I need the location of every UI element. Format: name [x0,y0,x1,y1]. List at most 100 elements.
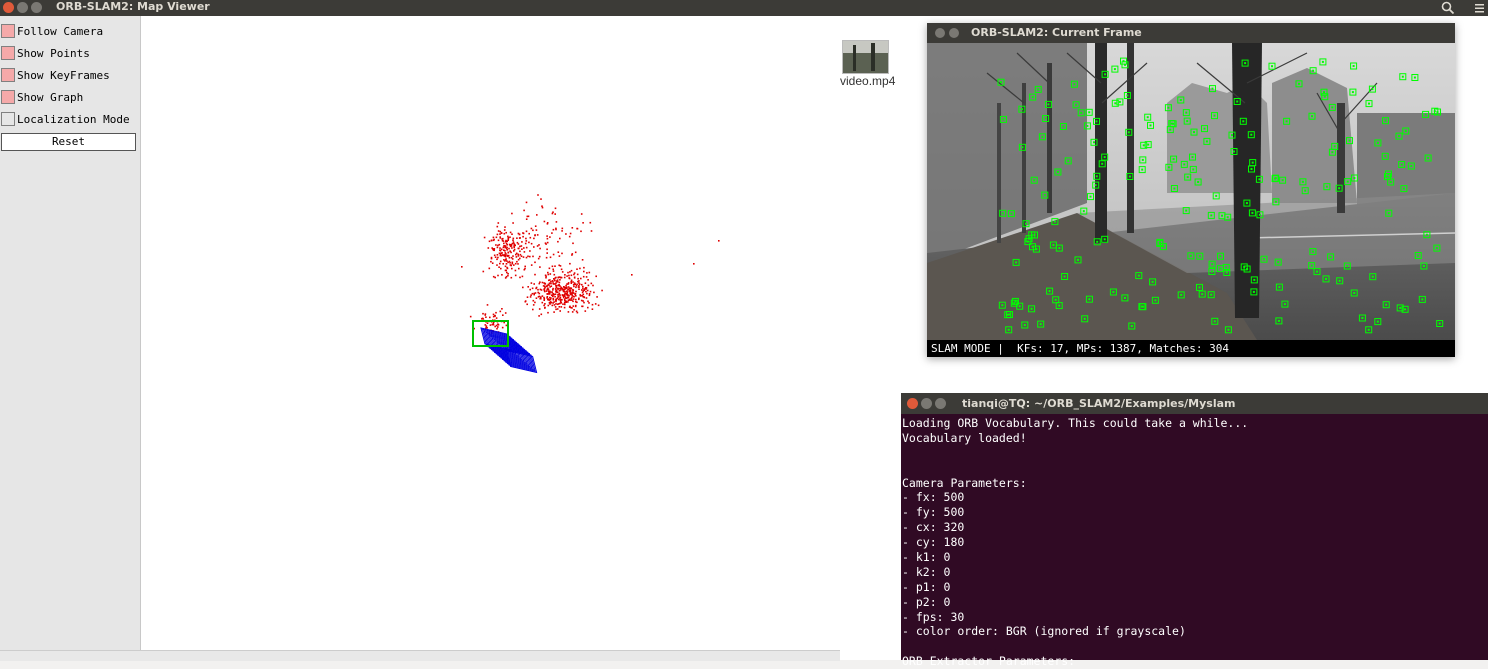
close-icon[interactable] [907,398,918,409]
map-point [548,291,550,293]
feature-point [1147,143,1150,146]
map-point [538,282,541,285]
map-point [531,287,534,290]
show-keyframes-toggle[interactable]: Show KeyFrames [1,66,110,84]
map-point [550,301,553,304]
feature-point [1101,162,1104,165]
follow-camera-checkbox[interactable] [1,24,15,38]
minimize-icon[interactable] [949,28,959,38]
map-point [556,279,559,281]
feature-point [1172,122,1175,125]
feature-marker [999,115,1007,123]
feature-point [1421,298,1424,301]
map-point [504,240,507,243]
map-3d-view[interactable] [141,16,840,650]
feature-point [1172,158,1175,161]
feature-marker [1144,141,1152,149]
feature-marker [1111,99,1119,107]
map-point [526,296,529,298]
maximize-icon[interactable] [935,398,946,409]
map-viewer-sidebar: Follow Camera Show Points Show KeyFrames… [0,16,141,650]
feature-marker [1308,112,1316,120]
map-point [588,294,591,297]
map-point [555,286,558,289]
show-graph-toggle[interactable]: Show Graph [1,88,83,106]
map-point [564,292,567,295]
feature-point [1245,202,1248,205]
map-point [550,282,552,285]
reset-button[interactable]: Reset [1,133,136,151]
terminal-titlebar[interactable]: tianqi@TQ: ~/ORB_SLAM2/Examples/Myslam [901,393,1488,414]
map-point [533,246,535,248]
map-point [592,284,594,287]
feature-point [1167,166,1170,169]
feature-marker [1189,153,1196,161]
map-point [507,235,509,238]
map-point [506,271,508,274]
feature-point [1189,254,1192,257]
maximize-icon[interactable] [31,2,42,13]
feature-point [1026,240,1029,243]
map-point [554,213,556,215]
map-point [504,255,507,257]
map-point [555,221,558,223]
map-point [542,285,545,287]
search-icon[interactable] [1441,1,1455,15]
map-point [555,284,557,287]
map-point [554,288,557,290]
feature-point [1353,292,1356,294]
terminal-window[interactable]: tianqi@TQ: ~/ORB_SLAM2/Examples/Myslam L… [901,393,1488,668]
close-icon[interactable] [935,28,945,38]
map-point [540,296,542,298]
menu-icon[interactable] [1475,0,1485,16]
map-point [557,294,559,296]
feature-point [1368,102,1370,105]
minimize-icon[interactable] [921,398,932,409]
map-point [555,291,557,293]
map-point [546,296,549,298]
current-frame-titlebar[interactable]: ORB-SLAM2: Current Frame [927,23,1455,43]
feature-marker [1182,109,1190,117]
map-point [551,291,553,294]
terminal-line [902,461,1488,476]
show-keyframes-label: Show KeyFrames [17,68,110,82]
show-graph-checkbox[interactable] [1,90,15,104]
feature-marker [1064,157,1072,165]
minimize-icon[interactable] [17,2,28,13]
map-point [514,244,516,247]
map-point [556,291,559,294]
map-point [552,211,554,213]
map-point [555,299,557,301]
map-point [527,255,529,258]
feature-marker [1374,318,1382,326]
show-points-toggle[interactable]: Show Points [1,44,90,62]
map-point [546,297,548,299]
map-point [563,291,566,293]
map-point [543,288,545,291]
close-icon[interactable] [3,2,14,13]
map-point [562,296,565,299]
map-point [504,246,506,249]
map-point [565,290,568,293]
video-file-thumbnail[interactable] [842,40,889,74]
feature-marker [1159,243,1167,251]
map-point [493,249,495,252]
show-keyframes-checkbox[interactable] [1,68,15,82]
show-points-checkbox[interactable] [1,46,15,60]
follow-camera-toggle[interactable]: Follow Camera [1,22,103,40]
localization-mode-checkbox[interactable] [1,112,15,126]
map-point [575,290,577,293]
map-point [565,287,568,290]
map-point [575,295,577,297]
feature-point [1346,180,1349,183]
video-file-label[interactable]: video.mp4 [840,74,896,88]
map-point [573,295,575,298]
map-point [567,294,569,296]
feature-point [1169,128,1172,131]
map-point [548,293,551,295]
feature-marker [1049,241,1057,249]
map-point [510,251,512,254]
map-point [560,276,563,279]
localization-mode-toggle[interactable]: Localization Mode [1,110,130,128]
map-point [500,252,502,254]
